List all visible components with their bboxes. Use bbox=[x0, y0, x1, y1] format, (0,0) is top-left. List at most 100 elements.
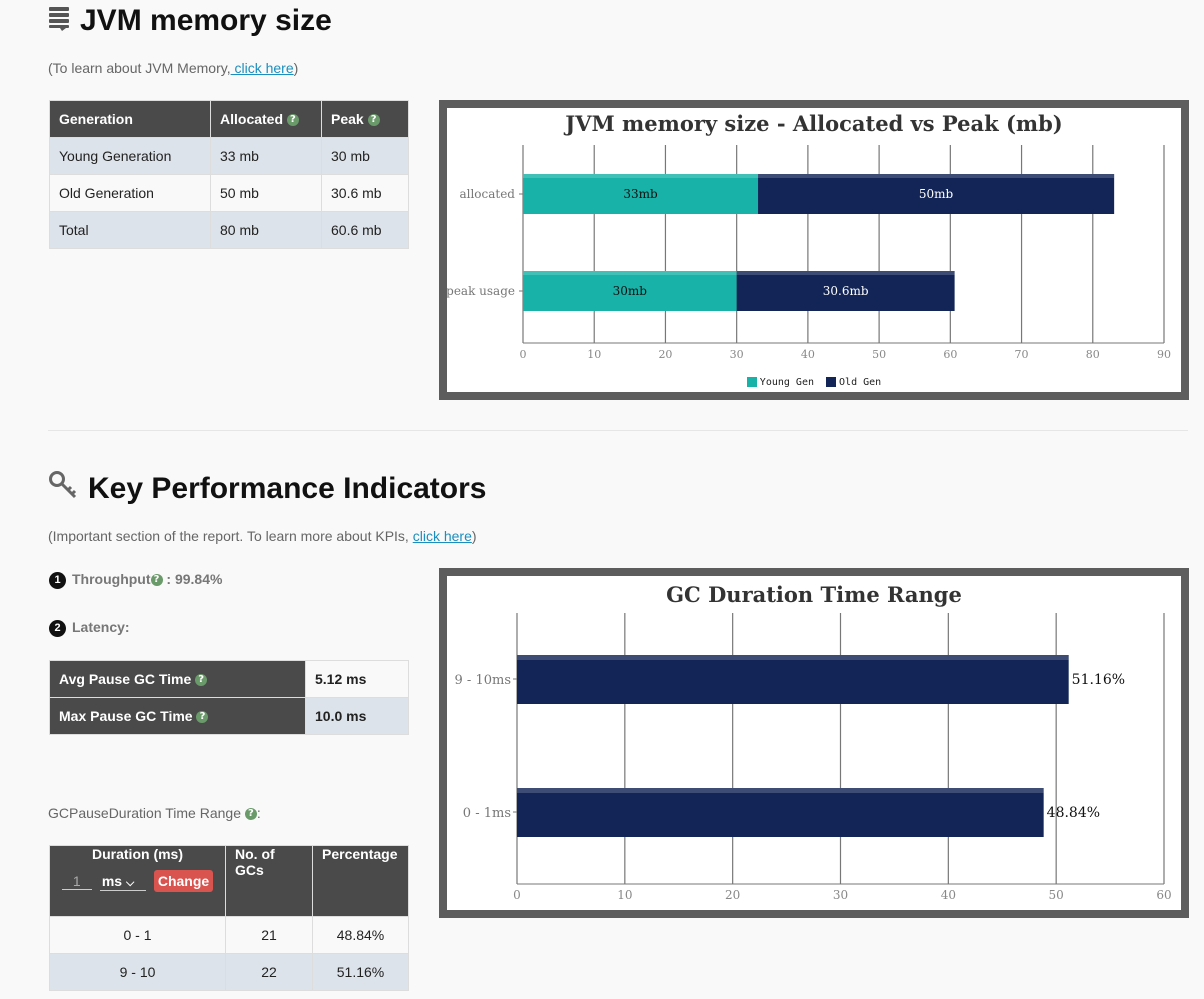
kpi-section-header: Key Performance Indicators bbox=[48, 470, 486, 508]
cell-generation: Total bbox=[49, 211, 211, 249]
question-circle-icon[interactable]: ? bbox=[196, 711, 209, 724]
cell-allocated: 33 mb bbox=[210, 137, 322, 175]
table-row: Avg Pause GC Time ? 5.12 ms bbox=[49, 660, 409, 698]
step-number-badge: 2 bbox=[49, 619, 66, 637]
legend-label-old: Old Gen bbox=[839, 377, 882, 388]
kpi-note-text: (Important section of the report. To lea… bbox=[48, 528, 409, 544]
x-tick-label: 60 bbox=[1156, 888, 1171, 902]
latency-line: 2 Latency: bbox=[49, 619, 130, 637]
range-label: GCPauseDuration Time Range bbox=[48, 805, 241, 821]
bar-highlight bbox=[523, 271, 737, 275]
kpi-title-text: Key Performance Indicators bbox=[88, 472, 487, 505]
kpi-note-suffix: ) bbox=[471, 528, 477, 544]
col-percentage: Percentage bbox=[312, 845, 409, 917]
x-tick-label: 70 bbox=[1015, 348, 1029, 361]
memory-chart-title: JVM memory size - Allocated vs Peak (mb) bbox=[565, 111, 1063, 136]
col-gc-count: No. of GCs bbox=[225, 845, 313, 917]
bar-young-gen bbox=[523, 271, 737, 311]
cell-percentage: 51.16% bbox=[312, 953, 409, 991]
legend-label-young: Young Gen bbox=[759, 377, 814, 388]
duration-table: Duration (ms) 1 ms ⌵ Change No. of GCs Per… bbox=[49, 845, 409, 991]
x-tick-label: 0 bbox=[513, 888, 521, 902]
table-row: Old Generation 50 mb 30.6 mb bbox=[49, 174, 409, 212]
unit-select-value: ms bbox=[101, 873, 123, 889]
table-row: 0 - 1 21 48.84% bbox=[49, 916, 409, 954]
cell-gc-count: 22 bbox=[225, 953, 313, 991]
x-tick-label: 10 bbox=[587, 348, 601, 361]
x-tick-label: 40 bbox=[941, 888, 956, 902]
unit-select[interactable]: ms ⌵ bbox=[99, 873, 146, 891]
cell-allocated: 50 mb bbox=[210, 174, 322, 212]
y-category-label: 9 - 10ms bbox=[455, 673, 511, 688]
range-label-line: GCPauseDuration Time Range ?: bbox=[48, 805, 261, 821]
memory-note-text: (To learn about JVM Memory, bbox=[48, 60, 231, 76]
question-circle-icon[interactable]: ? bbox=[244, 808, 257, 821]
x-tick-label: 30 bbox=[833, 888, 848, 902]
memory-section-header: JVM memory size bbox=[48, 3, 332, 39]
avg-pause-value: 5.12 ms bbox=[305, 660, 409, 698]
bar-data-label: 50mb bbox=[919, 187, 954, 201]
max-pause-value: 10.0 ms bbox=[305, 697, 409, 735]
legend-item-young[interactable]: Young Gen bbox=[746, 377, 814, 388]
memory-chart-frame: JVM memory size - Allocated vs Peak (mb)… bbox=[439, 100, 1189, 400]
table-row: Young Generation 33 mb 30 mb bbox=[49, 137, 409, 175]
kpi-note: (Important section of the report. To lea… bbox=[48, 528, 477, 544]
bar-highlight bbox=[758, 174, 1115, 178]
change-button[interactable]: Change bbox=[153, 870, 214, 892]
x-tick-label: 50 bbox=[1049, 888, 1064, 902]
bar-data-label: 51.16% bbox=[1072, 672, 1125, 688]
cell-allocated: 80 mb bbox=[210, 211, 322, 249]
step-number-badge: 1 bbox=[49, 571, 66, 589]
duration-table-header: Duration (ms) 1 ms ⌵ Change No. of GCs Per… bbox=[49, 845, 409, 917]
database-icon bbox=[48, 3, 70, 39]
unit-value-input[interactable]: 1 bbox=[61, 873, 92, 890]
cell-percentage: 48.84% bbox=[312, 916, 409, 954]
cell-generation: Young Generation bbox=[49, 137, 211, 175]
cell-gc-count: 21 bbox=[225, 916, 313, 954]
question-circle-icon[interactable]: ? bbox=[195, 674, 208, 687]
x-tick-label: 40 bbox=[801, 348, 815, 361]
key-icon bbox=[48, 470, 78, 508]
x-tick-label: 10 bbox=[617, 888, 632, 902]
memory-note: (To learn about JVM Memory, click here) bbox=[48, 60, 298, 76]
cell-generation: Old Generation bbox=[49, 174, 211, 212]
cell-peak: 30 mb bbox=[321, 137, 409, 175]
memory-chart: 0 10 20 30 40 50 60 70 80 90 allocated 33mb 50mb peak… bbox=[447, 145, 1171, 361]
question-circle-icon[interactable]: ? bbox=[367, 114, 380, 127]
latency-table: Avg Pause GC Time ? 5.12 ms Max Pause GC… bbox=[49, 660, 409, 735]
bar-data-label: 30.6mb bbox=[823, 284, 869, 298]
x-tick-label: 90 bbox=[1157, 348, 1171, 361]
memory-section-title: JVM memory size bbox=[48, 3, 332, 39]
col-generation: Generation bbox=[49, 100, 211, 138]
memory-learn-more-link[interactable]: click here bbox=[230, 60, 294, 76]
col-duration: Duration (ms) 1 ms ⌵ Change bbox=[49, 845, 226, 917]
legend-item-old[interactable]: Old Gen bbox=[826, 377, 881, 388]
memory-note-suffix: ) bbox=[293, 60, 299, 76]
table-row: 9 - 10 22 51.16% bbox=[49, 953, 409, 991]
max-pause-label: Max Pause GC Time ? bbox=[49, 697, 306, 735]
x-tick-label: 30 bbox=[730, 348, 744, 361]
throughput-label: Throughput bbox=[72, 571, 151, 587]
col-peak: Peak ? bbox=[321, 100, 409, 138]
bar-data-label: 48.84% bbox=[1047, 805, 1100, 821]
question-circle-icon[interactable]: ? bbox=[150, 574, 163, 587]
table-row: Total 80 mb 60.6 mb bbox=[49, 211, 409, 249]
x-tick-label: 0 bbox=[520, 348, 527, 361]
throughput-line: 1 Throughput? : 99.84% bbox=[49, 571, 222, 589]
kpi-section-title: Key Performance Indicators bbox=[48, 470, 486, 508]
cell-peak: 60.6 mb bbox=[321, 211, 409, 249]
x-tick-label: 60 bbox=[943, 348, 957, 361]
x-tick-label: 50 bbox=[872, 348, 886, 361]
memory-chart-legend: Young Gen Old Gen bbox=[447, 377, 1181, 388]
col-allocated: Allocated ? bbox=[210, 100, 322, 138]
bar bbox=[517, 788, 1044, 837]
cell-duration: 0 - 1 bbox=[49, 916, 226, 954]
range-label-suffix: : bbox=[256, 805, 261, 821]
gc-duration-chart-title: GC Duration Time Range bbox=[666, 582, 962, 607]
y-category-label: allocated bbox=[459, 187, 515, 201]
kpi-learn-more-link[interactable]: click here bbox=[412, 528, 472, 544]
col-duration-label: Duration (ms) bbox=[92, 846, 183, 862]
question-circle-icon[interactable]: ? bbox=[286, 114, 299, 127]
duration-unit-controls: 1 ms ⌵ Change bbox=[59, 870, 216, 892]
memory-table-header: Generation Allocated ? Peak ? bbox=[49, 100, 409, 138]
